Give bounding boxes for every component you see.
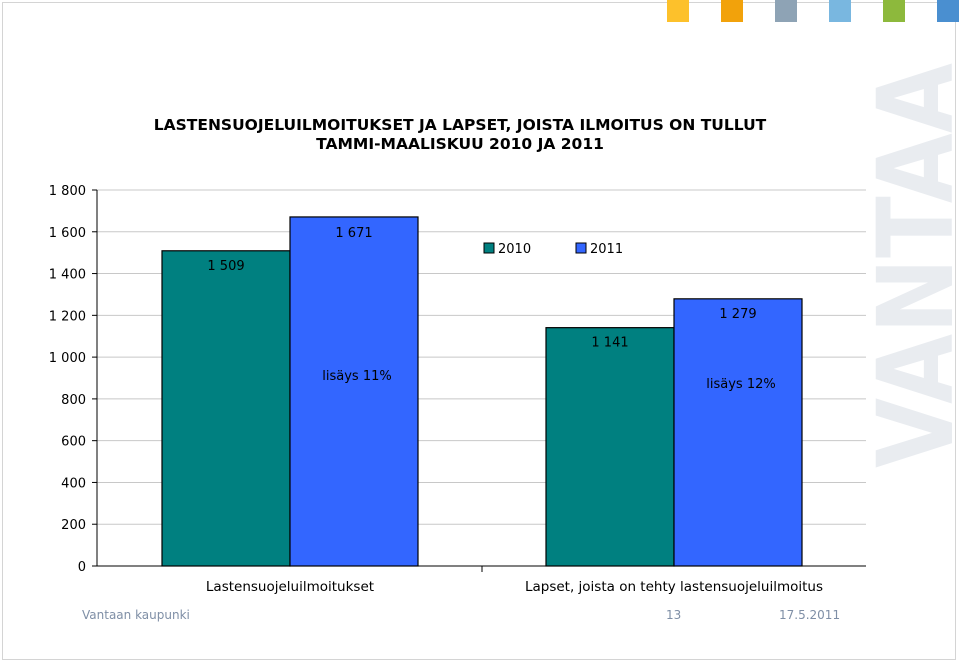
x-category-label: Lapset, joista on tehty lastensuojeluilm…	[525, 579, 823, 595]
y-tick-label: 1 800	[49, 184, 86, 199]
bar	[289, 216, 419, 567]
y-tick-label: 800	[61, 393, 86, 408]
legend-swatch	[483, 242, 495, 254]
legend-label: 2011	[590, 242, 623, 257]
brand-swatch	[721, 0, 743, 22]
bar	[545, 327, 675, 567]
y-tick-label: 0	[78, 560, 86, 575]
vantaa-watermark: VANTAA	[855, 63, 960, 468]
axes	[92, 189, 866, 572]
chart-title-line-2: TAMMI-MAALISKUU 2010 JA 2011	[316, 135, 604, 153]
chart-title-line-1: LASTENSUOJELUILMOITUKSET JA LAPSET, JOIS…	[153, 116, 767, 134]
annotation-label: lisäys 11%	[322, 369, 391, 384]
footer-organization: Vantaan kaupunki	[82, 608, 190, 622]
brand-swatch	[937, 0, 959, 22]
data-label: 1 141	[591, 336, 628, 351]
y-tick-label: 400	[61, 476, 86, 491]
bars	[161, 216, 803, 567]
x-category-label: Lastensuojeluilmoitukset	[206, 579, 374, 595]
bar	[161, 250, 291, 567]
y-tick-label: 200	[61, 518, 86, 533]
legend-label: 2010	[498, 242, 531, 257]
brand-swatch	[883, 0, 905, 22]
y-tick-label: 1 200	[49, 309, 86, 324]
legend: 2010 2011	[483, 242, 623, 257]
brand-swatch	[667, 0, 689, 22]
footer-page-number: 13	[666, 608, 682, 622]
labels: 0 200 400 600 800 1 000 1 200 1 400 1 600 1 800 1 …	[49, 184, 823, 595]
footer-date: 17.5.2011	[779, 608, 841, 622]
data-label: 1 671	[335, 226, 372, 241]
data-label: 1 509	[207, 259, 244, 274]
legend-swatch	[575, 242, 587, 254]
chart-title: LASTENSUOJELUILMOITUKSET JA LAPSET, JOIS…	[120, 116, 800, 154]
y-tick-label: 1 000	[49, 351, 86, 366]
y-tick-label: 1 400	[49, 268, 86, 283]
brand-swatch	[829, 0, 851, 22]
y-tick-label: 1 600	[49, 226, 86, 241]
bar	[673, 298, 803, 567]
data-label: 1 279	[719, 307, 756, 322]
brand-swatch	[775, 0, 797, 22]
y-tick-label: 600	[61, 435, 86, 450]
annotation-label: lisäys 12%	[706, 377, 775, 392]
